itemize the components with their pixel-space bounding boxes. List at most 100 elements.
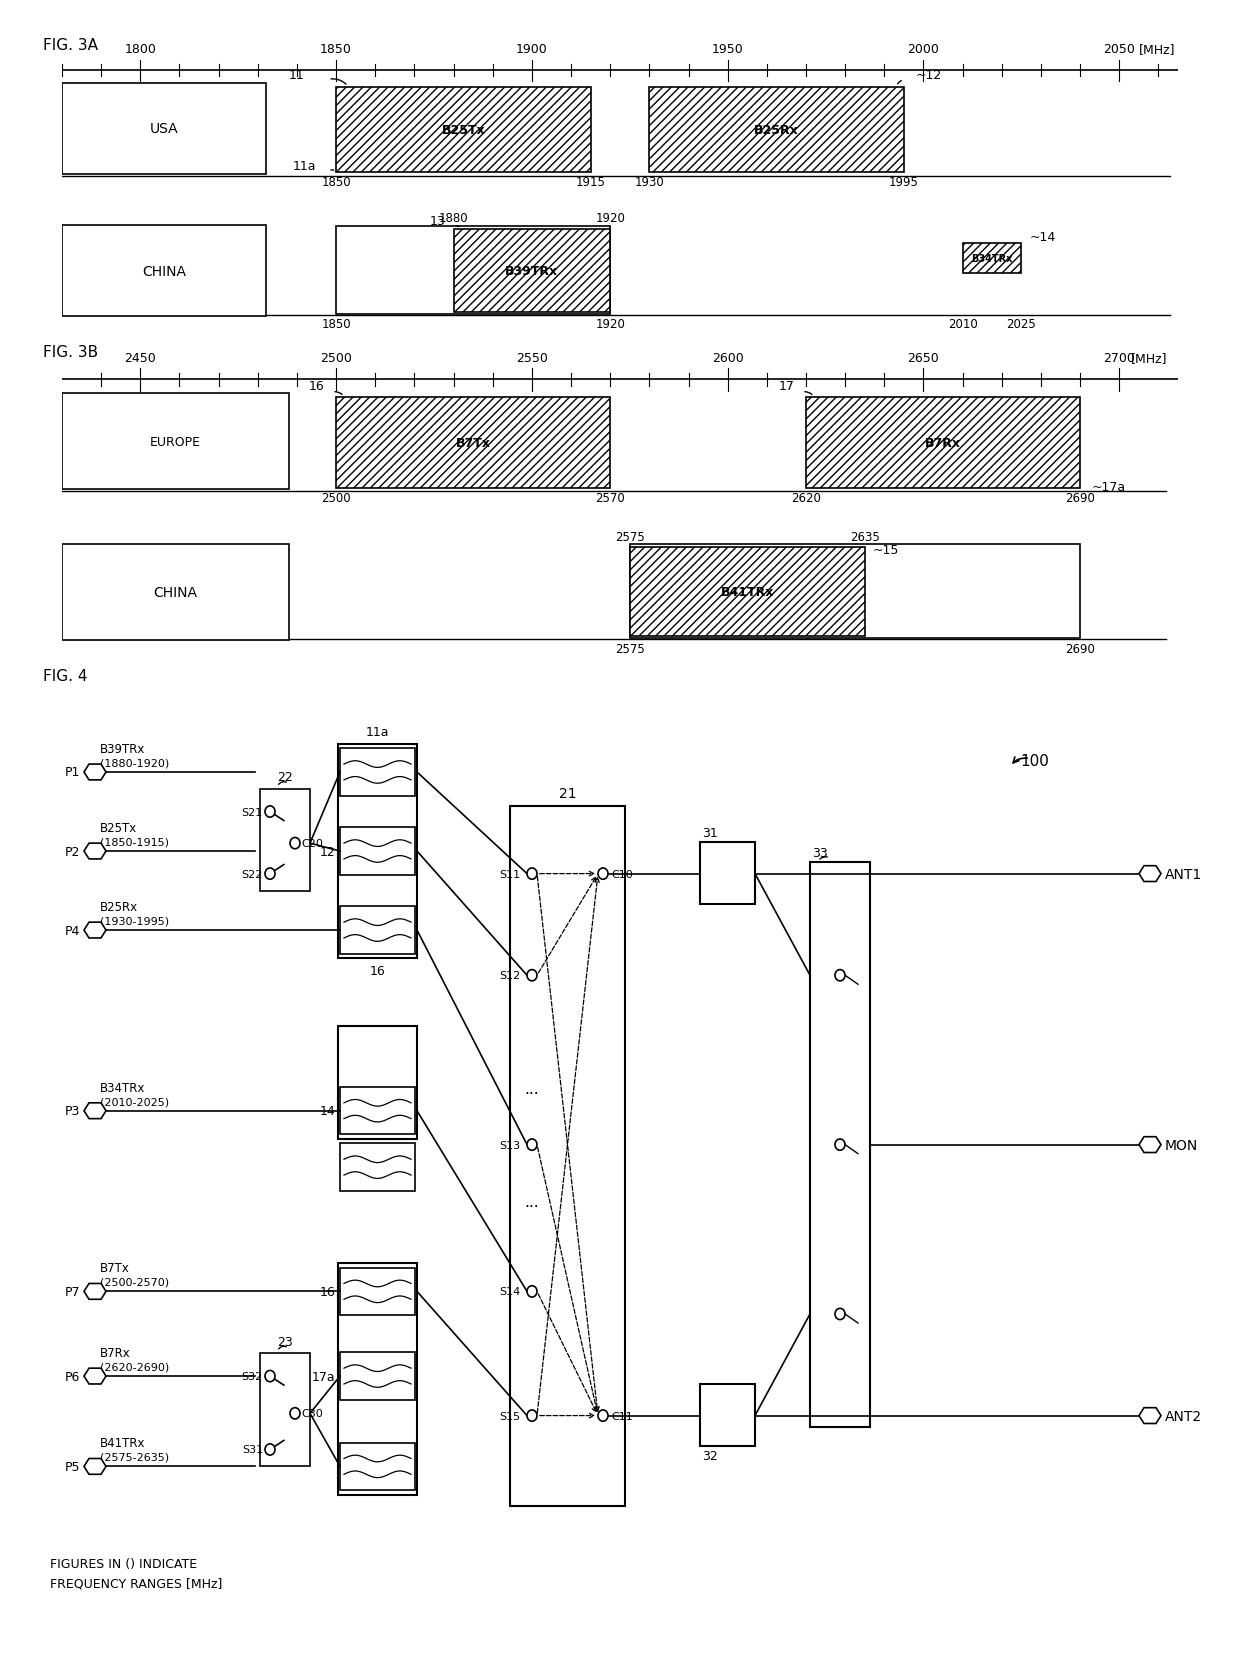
Text: 2650: 2650 [908,351,940,364]
Text: 11a: 11a [293,160,316,173]
Bar [336,226,610,314]
Bar [701,842,755,905]
Text: 1850: 1850 [321,318,351,331]
Bar [336,88,590,173]
Text: 100: 100 [1021,754,1049,769]
Circle shape [598,869,608,880]
Text: S32: S32 [242,1371,263,1381]
Circle shape [527,1140,537,1150]
Bar [260,1354,310,1466]
Bar [340,1268,415,1315]
Text: B25Tx: B25Tx [441,125,485,136]
Text: C11: C11 [611,1411,632,1421]
Bar [260,789,310,890]
Text: 1900: 1900 [516,43,548,57]
Bar [340,827,415,875]
Text: 1995: 1995 [889,176,919,188]
Bar [340,749,415,795]
Circle shape [598,1409,608,1421]
Text: 1930: 1930 [635,176,665,188]
Text: (2575-2635): (2575-2635) [100,1453,169,1463]
Text: 11: 11 [289,68,305,82]
Bar [339,1263,417,1494]
Bar [962,245,1022,275]
Text: 1915: 1915 [575,176,605,188]
Bar [339,744,417,958]
Text: 32: 32 [702,1449,718,1463]
Text: 1920: 1920 [595,213,625,225]
Text: FIG. 4: FIG. 4 [43,669,88,684]
Text: 2600: 2600 [712,351,744,364]
Text: 2690: 2690 [1065,491,1095,504]
Text: S15: S15 [498,1411,520,1421]
Text: B34TRx: B34TRx [100,1082,145,1095]
Text: 2450: 2450 [124,351,156,364]
Text: (2620-2690): (2620-2690) [100,1361,169,1371]
Text: B41TRx: B41TRx [100,1436,145,1449]
Text: S14: S14 [498,1286,520,1296]
Circle shape [835,1308,844,1320]
Bar [62,544,289,641]
Text: S22: S22 [242,869,263,879]
Circle shape [265,1444,275,1456]
Text: (1880-1920): (1880-1920) [100,759,169,769]
Text: 2575: 2575 [615,531,645,544]
Text: 17: 17 [779,379,795,393]
Bar [630,546,1080,639]
Text: S12: S12 [498,970,520,980]
Text: B39TRx: B39TRx [506,265,558,278]
Text: 2025: 2025 [1007,318,1037,331]
Circle shape [527,869,537,880]
Text: 17a: 17a [311,1369,335,1383]
Text: 16: 16 [319,1285,335,1298]
Text: 2700: 2700 [1104,351,1135,364]
Circle shape [265,807,275,817]
Text: S31: S31 [242,1444,263,1454]
Text: 21: 21 [559,787,577,800]
Bar [62,83,265,175]
Text: ANT1: ANT1 [1166,867,1203,880]
Text: 1850: 1850 [320,43,352,57]
Text: 2570: 2570 [595,491,625,504]
Bar [340,907,415,953]
Text: MON: MON [1166,1138,1198,1151]
Bar [701,1384,755,1446]
Text: B7Rx: B7Rx [100,1346,130,1359]
Text: 1950: 1950 [712,43,744,57]
Text: ~17a: ~17a [1092,481,1126,494]
Text: ...: ... [525,1082,539,1097]
Text: C30: C30 [301,1408,322,1418]
Text: 23: 23 [277,1335,293,1348]
Text: P7: P7 [64,1285,81,1298]
Text: 1800: 1800 [124,43,156,57]
Text: 31: 31 [702,825,718,839]
Text: FIG. 3A: FIG. 3A [43,38,98,53]
Text: B7Tx: B7Tx [100,1261,130,1275]
Text: 2635: 2635 [849,531,879,544]
Text: [MHz]: [MHz] [1138,43,1176,57]
Text: 12: 12 [319,845,335,859]
Text: FIGURES IN () INDICATE
FREQUENCY RANGES [MHz]: FIGURES IN () INDICATE FREQUENCY RANGES … [50,1558,222,1589]
Bar [340,1353,415,1399]
Text: EUROPE: EUROPE [150,436,201,448]
Text: S11: S11 [498,869,520,879]
Text: B7Tx: B7Tx [455,438,491,449]
Text: P2: P2 [64,845,81,859]
Text: S13: S13 [498,1140,520,1150]
Text: B39TRx: B39TRx [100,742,145,755]
Bar [454,230,610,313]
Polygon shape [1140,1137,1161,1153]
Text: P1: P1 [64,765,81,779]
Text: [MHz]: [MHz] [1131,351,1168,364]
Circle shape [265,869,275,880]
Bar [630,547,864,636]
Circle shape [527,1286,537,1298]
Text: ~12: ~12 [915,68,942,82]
Text: ~15: ~15 [873,544,899,557]
Polygon shape [84,1283,105,1300]
Circle shape [290,1408,300,1419]
Text: (2010-2025): (2010-2025) [100,1097,169,1107]
Text: ANT2: ANT2 [1166,1409,1202,1423]
Bar [62,226,265,316]
Text: B34TRx: B34TRx [971,255,1013,265]
